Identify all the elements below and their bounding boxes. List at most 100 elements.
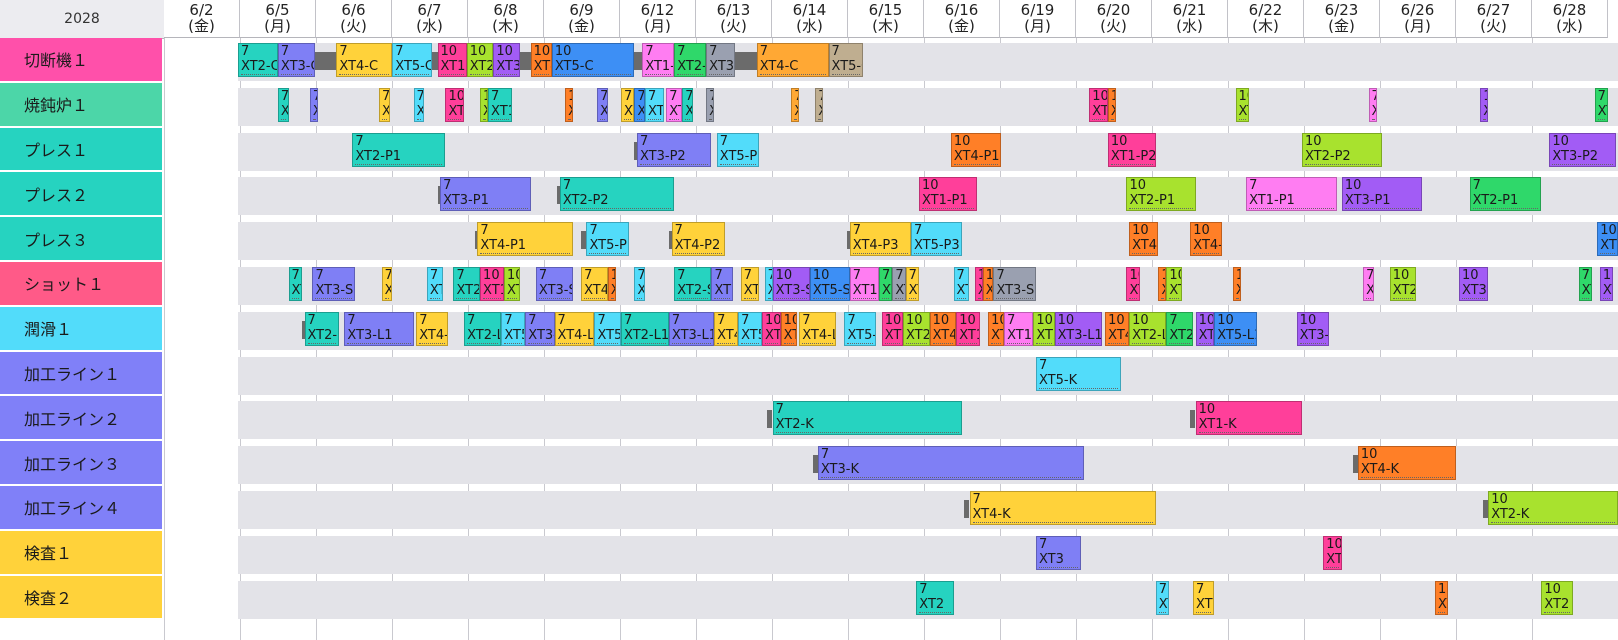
task-bar[interactable]: 10 XT2-P2 [1302,132,1382,167]
resource-label[interactable]: 加工ライン２ [0,396,162,442]
date-column-header[interactable]: 6/12 (月) [620,0,696,38]
date-column-header[interactable]: 6/15 (木) [848,0,924,38]
task-bar[interactable]: 10 XT2-K [1488,491,1618,525]
resource-label[interactable]: 加工ライン４ [0,486,162,531]
task-bar[interactable]: 10 XT2-P1 [1126,177,1196,212]
task-bar[interactable]: 7 XT2 [916,580,954,615]
resource-label[interactable]: プレス３ [0,217,162,262]
date-column-header[interactable]: 6/2 (金) [164,0,240,38]
task-bar[interactable]: 7 XT4-P3 [849,222,911,257]
task-bar[interactable]: 10 XT1-P1 [918,177,978,212]
task-bar[interactable]: 7 XT3-P1 [440,177,531,212]
resource-label[interactable]: ショット１ [0,262,162,307]
date-column-header[interactable]: 6/5 (月) [240,0,316,38]
resource-label[interactable]: 切断機１ [0,38,162,83]
task-bar[interactable]: 7 XT5-P3 [910,222,962,257]
task-bar[interactable]: 7 XT4-C [336,43,393,77]
date-column-header[interactable]: 6/9 (金) [544,0,620,38]
task-bar[interactable]: 10 XT4-P1 [950,132,1002,167]
date-column-header[interactable]: 6/27 (火) [1456,0,1532,38]
date-column-header[interactable]: 6/19 (月) [1000,0,1076,38]
resource-label[interactable]: 加工ライン１ [0,351,162,397]
task-bar[interactable]: 7 XT4-C [756,43,829,77]
date-column-header[interactable]: 6/16 (金) [924,0,1000,38]
date-column-header[interactable]: 6/28 (水) [1532,0,1608,38]
task-bar[interactable]: 7 XT3-P2 [637,132,712,167]
date-column-header[interactable]: 6/6 (火) [316,0,392,38]
task-bar[interactable]: 7 XT2-K [772,401,962,436]
resource-label[interactable]: 潤滑１ [0,306,162,352]
resource-label[interactable]: プレス１ [0,127,162,173]
date-column-header[interactable]: 6/7 (水) [392,0,468,38]
resource-label[interactable]: 検査２ [0,575,162,621]
task-bar[interactable]: 7 XT4-K [969,491,1156,525]
